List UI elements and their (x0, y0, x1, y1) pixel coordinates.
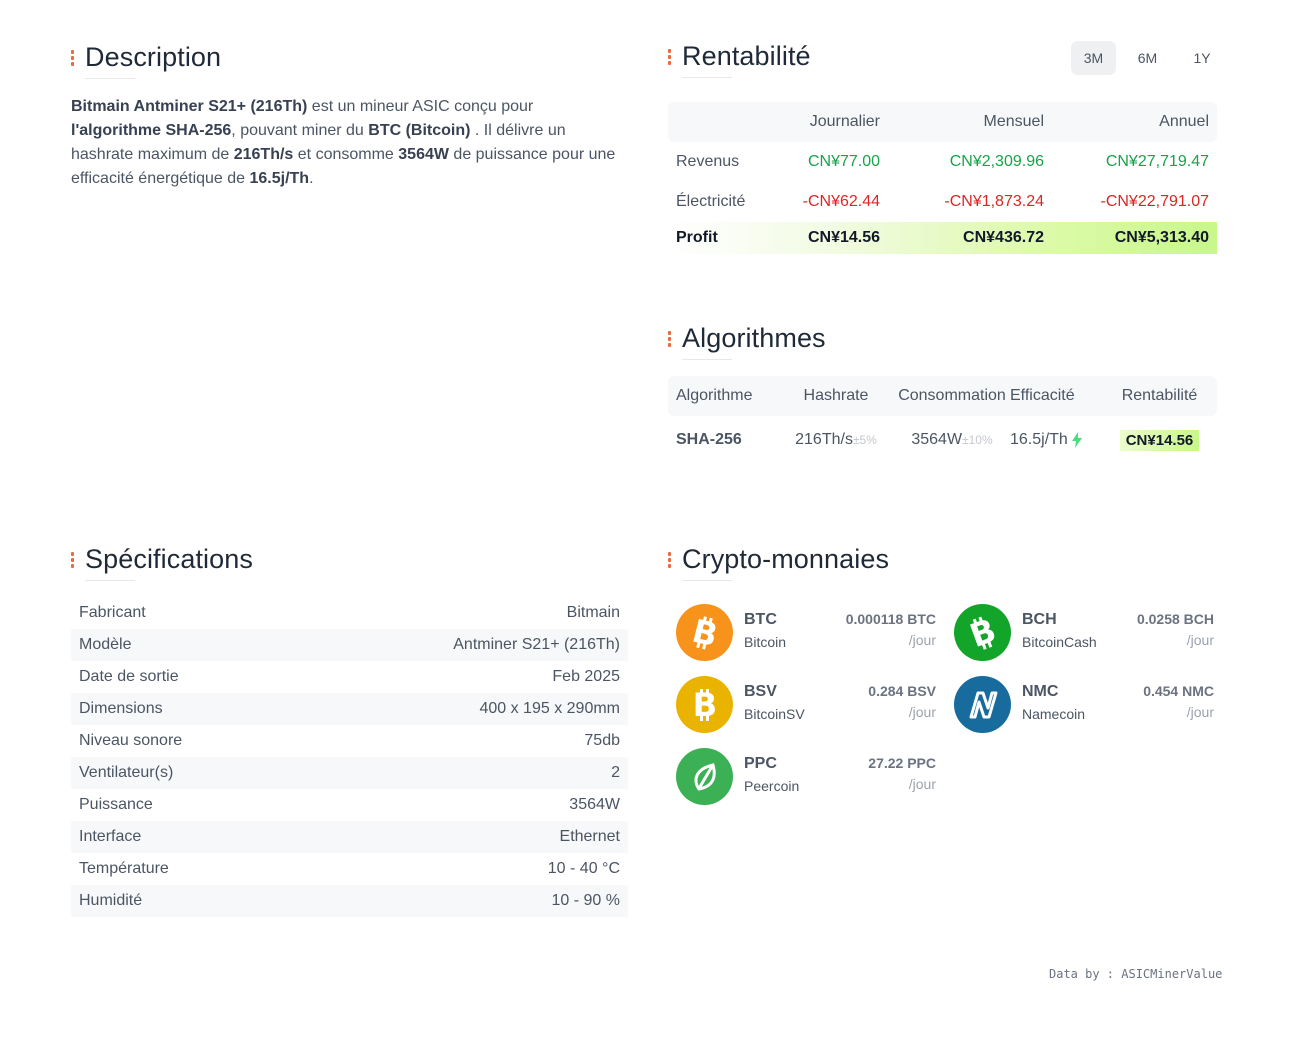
cryptos-title: Crypto-monnaies (668, 544, 889, 575)
crypto-item-bsv[interactable]: B BSV BitcoinSV 0.284 BSV /jour (676, 676, 936, 736)
algorithm-name[interactable]: SHA-256 (676, 431, 742, 448)
peercoin-icon (676, 748, 733, 805)
namecoin-icon (954, 676, 1011, 733)
spec-row: Humidité 10 - 90 % (71, 885, 628, 917)
spec-row: Fabricant Bitmain (79, 604, 620, 621)
crypto-item-btc[interactable]: B BTC Bitcoin 0.000118 BTC /jour (676, 604, 936, 664)
title-marker-icon (71, 49, 75, 66)
description-text: Bitmain Antminer S21+ (216Th) est un min… (71, 98, 616, 187)
efficiency-cell: 16.5j/Th (1010, 431, 1102, 449)
specs-table: Fabricant Bitmain Modèle Antminer S21+ (21… (71, 597, 628, 917)
divider (682, 359, 732, 360)
power-cell: 3564W±10% (911, 431, 993, 448)
title-marker-icon (668, 48, 672, 65)
data-credit: Data by : ASICMinerValue (1049, 967, 1223, 981)
profitability-table: Journalier Mensuel Annuel Revenus CN¥77.… (668, 102, 1217, 254)
table-header: Journalier Mensuel Annuel (668, 102, 1217, 142)
spec-row: Interface Ethernet (71, 821, 628, 853)
bitcoin-icon: B (676, 604, 733, 661)
algorithms-table: Algorithme Hashrate Consommation Efficac… (668, 376, 1217, 464)
title-marker-icon (668, 330, 672, 347)
table-row: SHA-256 216Th/s±5% 3564W±10% 16.5j/Th CN… (668, 416, 1217, 464)
table-row-profit: Profit CN¥14.56 CN¥436.72 CN¥5,313.40 (668, 222, 1217, 254)
column-header-yearly: Annuel (1159, 113, 1209, 130)
period-tabs: 3M 6M 1Y (1071, 41, 1225, 75)
tab-3m[interactable]: 3M (1071, 41, 1116, 75)
spec-row: Date de sortie Feb 2025 (79, 668, 620, 685)
spec-row: Niveau sonore 75db (79, 732, 620, 749)
table-row-electricity: Électricité -CN¥62.44 -CN¥1,873.24 -CN¥2… (676, 193, 1209, 210)
spec-row: Ventilateur(s) 2 (71, 757, 628, 789)
spec-row: Puissance 3564W (79, 796, 620, 813)
divider (85, 580, 135, 581)
divider (85, 78, 135, 79)
column-header-monthly: Mensuel (983, 113, 1044, 130)
hashrate-cell: 216Th/s±5% (795, 431, 877, 448)
bitcoin-cash-icon: B (954, 604, 1011, 661)
crypto-item-bch[interactable]: B BCH BitcoinCash 0.0258 BCH /jour (954, 604, 1214, 664)
crypto-item-ppc[interactable]: PPC Peercoin 27.22 PPC /jour (676, 748, 936, 808)
svg-text:B: B (692, 687, 716, 723)
bolt-icon (1071, 431, 1082, 448)
title-marker-icon (71, 551, 75, 568)
table-row-revenue: Revenus CN¥77.00 CN¥2,309.96 CN¥27,719.4… (676, 153, 1209, 170)
spec-row: Température 10 - 40 °C (79, 860, 620, 877)
algorithms-title: Algorithmes (668, 323, 826, 354)
table-header: Algorithme Hashrate Consommation Efficac… (668, 376, 1217, 416)
title-marker-icon (668, 551, 672, 568)
profit-cell: CN¥14.56 (1102, 429, 1217, 451)
bitcoin-sv-icon: B (676, 676, 733, 733)
profitability-title: Rentabilité (668, 41, 811, 72)
tab-1y[interactable]: 1Y (1193, 50, 1211, 66)
description-title: Description (71, 42, 221, 73)
crypto-item-nmc[interactable]: NMC Namecoin 0.454 NMC /jour (954, 676, 1214, 736)
divider (682, 77, 732, 78)
divider (682, 580, 732, 581)
spec-row: Modèle Antminer S21+ (216Th) (71, 629, 628, 661)
tab-6m[interactable]: 6M (1137, 50, 1158, 66)
specs-title: Spécifications (71, 544, 253, 575)
spec-row: Dimensions 400 x 195 x 290mm (71, 693, 628, 725)
column-header-daily: Journalier (809, 113, 880, 130)
